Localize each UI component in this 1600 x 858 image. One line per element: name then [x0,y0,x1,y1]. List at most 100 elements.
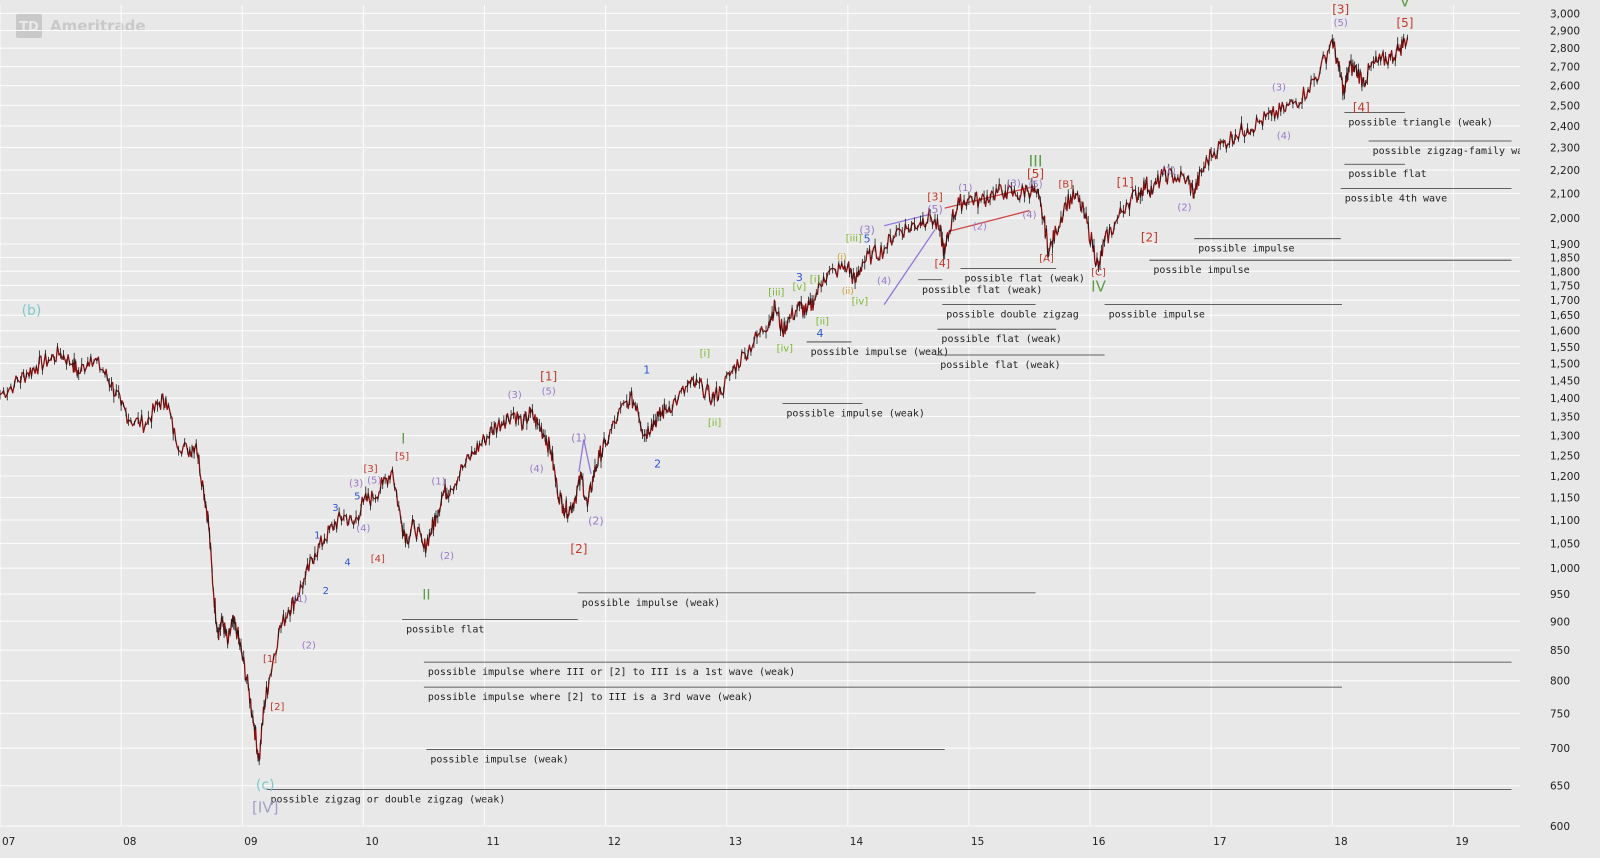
wave-label: [3] [1332,2,1349,16]
wave-label: (3) [1272,82,1286,93]
annotation-text: possible impulse where [2] to III is a 3… [428,692,753,703]
wave-labels: (b)(c)[IV][1][2](1)(2)12345(3)(4)(5)[3][… [22,0,1414,817]
wave-label: (2) [588,515,604,528]
wave-label: [v] [792,282,806,293]
x-tick-label: 18 [1334,836,1347,848]
wave-label: 2 [654,458,661,471]
y-tick-label: 2,400 [1550,121,1580,133]
y-tick-label: 900 [1550,616,1570,628]
wave-label: [iv] [777,344,794,355]
y-tick-label: 2,200 [1550,165,1580,177]
wave-label: [5] [1027,167,1044,181]
annotation-text: possible impulse (weak) [811,347,949,358]
wave-label: [iii] [768,288,784,299]
wave-label: (4) [1022,210,1036,221]
y-tick-label: 950 [1550,589,1570,601]
trendline [883,213,931,227]
wave-label: (5) [367,476,381,487]
y-tick-label: 1,850 [1550,252,1580,264]
wave-label: [5] [395,451,409,462]
wave-label: [2] [570,542,587,556]
wave-label: (5) [1028,179,1042,190]
wave-label: I [401,431,405,447]
trendline [578,439,585,472]
wave-label: (1) [1162,165,1176,176]
wave-label: [4] [371,554,385,565]
y-axis: 600 650 700 750 800 850 900 950 1,000 1,050 1,100 1… [1520,0,1600,858]
x-tick-label: 19 [1455,836,1468,848]
trendlines [578,185,1036,475]
y-tick-label: 2,800 [1550,43,1580,55]
annotation-text: possible impulse [1153,265,1249,276]
y-tick-label: 1,800 [1550,266,1580,278]
x-tick-label: 08 [123,836,136,848]
x-tick-label: 07 [2,836,15,848]
wave-label: [4] [934,257,950,270]
wave-label: 4 [344,558,350,569]
annotation-text: possible zigzag-family wave [1373,146,1536,157]
wave-label: (ii) [842,287,854,297]
x-tick-label: 11 [486,836,499,848]
price-series [0,33,1409,766]
wave-label: (c) [256,777,275,793]
y-tick-label: 600 [1550,821,1570,833]
annotation-text: possible double zigzag [946,310,1078,321]
wave-label: 4 [816,327,823,340]
wave-label: (3) [859,223,875,236]
y-tick-label: 650 [1550,781,1570,793]
wave-label: [2] [1141,230,1158,244]
x-tick-label: 10 [365,836,378,848]
trendline [950,209,1030,232]
wave-label: (2) [302,640,316,651]
wave-label: [iii] [846,233,862,244]
annotation-lines: possible zigzag or double zigzag (weak) p… [266,112,1536,805]
annotation-text: possible flat (weak) [922,285,1042,296]
x-tick-label: 17 [1213,836,1226,848]
watermark-text: Ameritrade [50,17,146,35]
wave-label: [B] [1058,179,1073,190]
wave-label: [1] [540,369,557,383]
y-tick-label: 850 [1550,645,1570,657]
wave-label: 3 [332,503,338,514]
y-axis-panel [1520,0,1600,858]
y-tick-label: 1,400 [1550,393,1580,405]
x-tick-label: 15 [971,836,984,848]
wave-label: II [422,587,430,603]
watermark: TD Ameritrade [16,14,146,38]
annotation-text: possible flat (weak) [941,334,1061,345]
annotation-text: possible triangle (weak) [1348,118,1493,129]
y-tick-label: 2,600 [1550,81,1580,93]
y-tick-label: 1,000 [1550,563,1580,575]
wave-label: (1) [571,431,587,444]
y-tick-label: 1,550 [1550,342,1580,354]
y-tick-label: 2,300 [1550,143,1580,155]
wave-label: [C] [1091,268,1106,279]
y-tick-label: 700 [1550,743,1570,755]
y-tick-label: 1,050 [1550,538,1580,550]
wave-label: [4] [1353,101,1370,115]
wave-label: (i) [837,253,847,263]
wave-label: [1] [1117,175,1134,189]
watermark-logo-text: TD [19,20,39,35]
wave-label: (5) [1334,18,1348,29]
y-tick-label: 2,500 [1550,100,1580,112]
wave-label: (3) [1007,178,1021,189]
y-tick-label: 1,150 [1550,492,1580,504]
annotation-text: possible impulse [1109,310,1205,321]
td-logo-icon [16,14,42,38]
wave-label: [1] [263,654,277,665]
wave-label: 1 [314,531,320,542]
y-tick-label: 750 [1550,708,1570,720]
y-tick-label: 1,200 [1550,471,1580,483]
y-tick-label: 1,300 [1550,431,1580,443]
wave-label: 1 [643,364,650,377]
wave-label: (5) [927,203,943,216]
wave-label: (b) [22,303,42,319]
annotation-text: possible flat [1348,169,1426,180]
wave-label: V [1400,0,1411,11]
wave-label: (4) [529,464,543,475]
y-tick-label: 1,750 [1550,281,1580,293]
wave-label: (4) [1277,131,1291,142]
annotation-text: possible impulse where III or [2] to III… [428,667,795,678]
